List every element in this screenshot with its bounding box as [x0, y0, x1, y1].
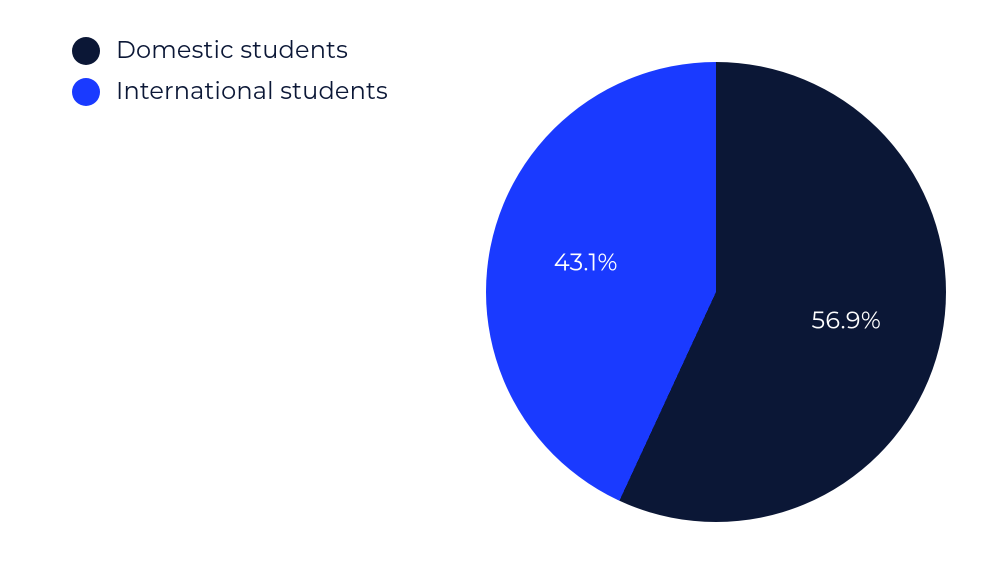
legend-swatch-international: [72, 78, 100, 106]
legend-item-international: International students: [72, 77, 388, 106]
legend-label-domestic: Domestic students: [116, 36, 348, 65]
chart-container: Domestic students International students…: [0, 0, 1001, 563]
pie-chart: [486, 62, 946, 522]
pie-wrap: 56.9% 43.1%: [486, 62, 946, 522]
slice-label-domestic: 56.9%: [811, 306, 881, 335]
legend-label-international: International students: [116, 77, 388, 106]
slice-label-international: 43.1%: [554, 249, 618, 278]
legend-swatch-domestic: [72, 37, 100, 65]
legend: Domestic students International students: [72, 36, 388, 118]
legend-item-domestic: Domestic students: [72, 36, 388, 65]
